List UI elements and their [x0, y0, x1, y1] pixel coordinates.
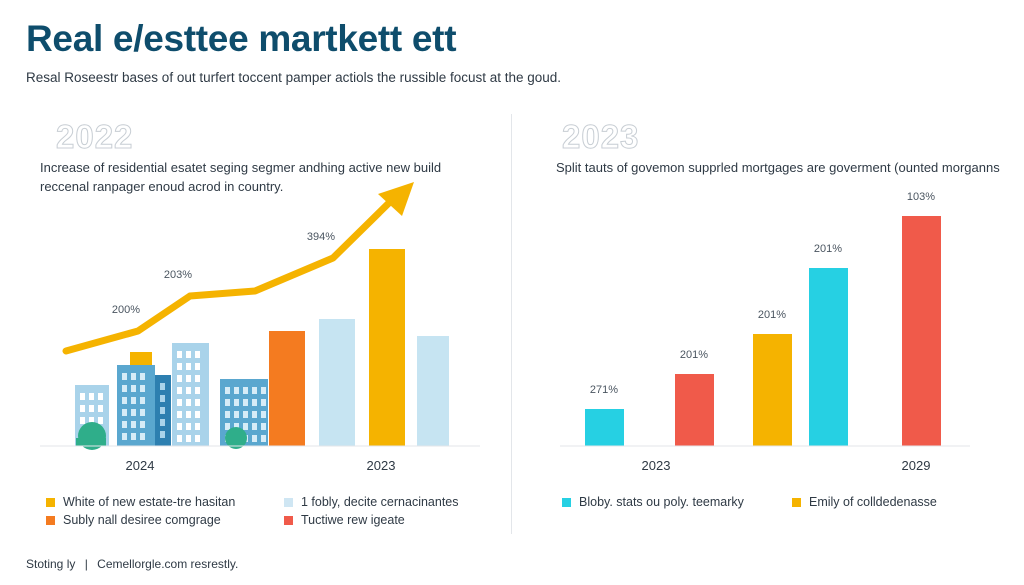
- legend-item: Subly nall desiree comgrage: [46, 513, 221, 527]
- bar-value-label: 271%: [590, 384, 618, 396]
- legend-label: Subly nall desiree comgrage: [63, 513, 221, 527]
- legend-item: Bloby. stats ou poly. teemarky: [562, 495, 744, 509]
- left-bar: [417, 336, 449, 446]
- legend-swatch: [562, 497, 571, 507]
- legend-label: Emily of colldedenasse: [809, 495, 937, 509]
- building-illustration: [75, 343, 268, 450]
- bar-value-label: 201%: [814, 243, 842, 255]
- right-x-tick: 2029: [902, 458, 931, 473]
- legend-label: 1 fobly, decite cernacinantes: [301, 495, 459, 509]
- right-bar: [753, 334, 792, 446]
- legend-swatch: [284, 497, 293, 507]
- right-year-heading: 2023: [561, 118, 640, 156]
- trend-arrowhead: [378, 182, 414, 216]
- building: [172, 343, 209, 446]
- panel-divider: [511, 114, 512, 534]
- trend-label: 200%: [112, 304, 140, 316]
- legend-item: Tuctiwe rew igeate: [284, 513, 405, 527]
- page-title: Real e/esttee martkett ett: [26, 18, 457, 59]
- trend-label: 394%: [307, 231, 335, 243]
- legend-label: White of new estate-tre hasitan: [63, 495, 236, 509]
- right-bar: [675, 374, 714, 446]
- left-x-tick: 2024: [126, 458, 155, 473]
- footer-left: Stoting ly: [26, 557, 76, 571]
- right-bar: [585, 409, 624, 446]
- page-subtitle: Resal Roseestr bases of out turfert tocc…: [26, 70, 562, 85]
- legend-item: Emily of colldedenasse: [792, 495, 937, 509]
- footer: Stoting ly | Cemellorgle.com resrestly.: [26, 557, 238, 571]
- legend-item: White of new estate-tre hasitan: [46, 495, 235, 509]
- left-x-tick: 2023: [367, 458, 396, 473]
- trend-line: [62, 192, 400, 355]
- left-year-heading: 2022: [55, 118, 134, 156]
- legend-item: 1 fobly, decite cernacinantes: [284, 495, 459, 509]
- left-bar: [319, 319, 355, 446]
- right-x-tick: 2023: [642, 458, 671, 473]
- left-description: Increase of residential esatet seging se…: [40, 160, 442, 194]
- right-chart: 271% 201% 201% 201% 103% 2023 2029: [560, 191, 970, 473]
- legend-swatch: [792, 497, 801, 507]
- left-bar: [369, 249, 405, 446]
- bar-value-label: 201%: [680, 349, 708, 361]
- legend-label: Tuctiwe rew igeate: [301, 513, 405, 527]
- bar-value-label: 201%: [758, 309, 786, 321]
- bar-value-label: 103%: [907, 191, 935, 203]
- left-trend-line: 200% 203% 394%: [62, 182, 414, 355]
- right-bar: [902, 216, 941, 446]
- legend-swatch: [46, 497, 55, 507]
- legend-swatch: [46, 515, 55, 525]
- right-bar: [809, 268, 848, 446]
- rooftop-sign: [130, 352, 152, 365]
- building: [155, 375, 171, 446]
- right-description: Split tauts of govemon supprled mortgage…: [556, 160, 1000, 175]
- building: [117, 365, 155, 446]
- tree: [225, 427, 247, 449]
- footer-separator: |: [84, 557, 88, 571]
- legend-label: Bloby. stats ou poly. teemarky: [579, 495, 744, 509]
- legend-swatch: [284, 515, 293, 525]
- left-bars: [269, 249, 449, 446]
- right-bars: 271% 201% 201% 201% 103%: [585, 191, 941, 446]
- left-bar: [269, 331, 305, 446]
- left-chart: 200% 203% 394% 2024 2023: [40, 182, 480, 473]
- trend-label: 203%: [164, 269, 192, 281]
- footer-link[interactable]: Cemellorgle.com resrestly.: [97, 557, 239, 571]
